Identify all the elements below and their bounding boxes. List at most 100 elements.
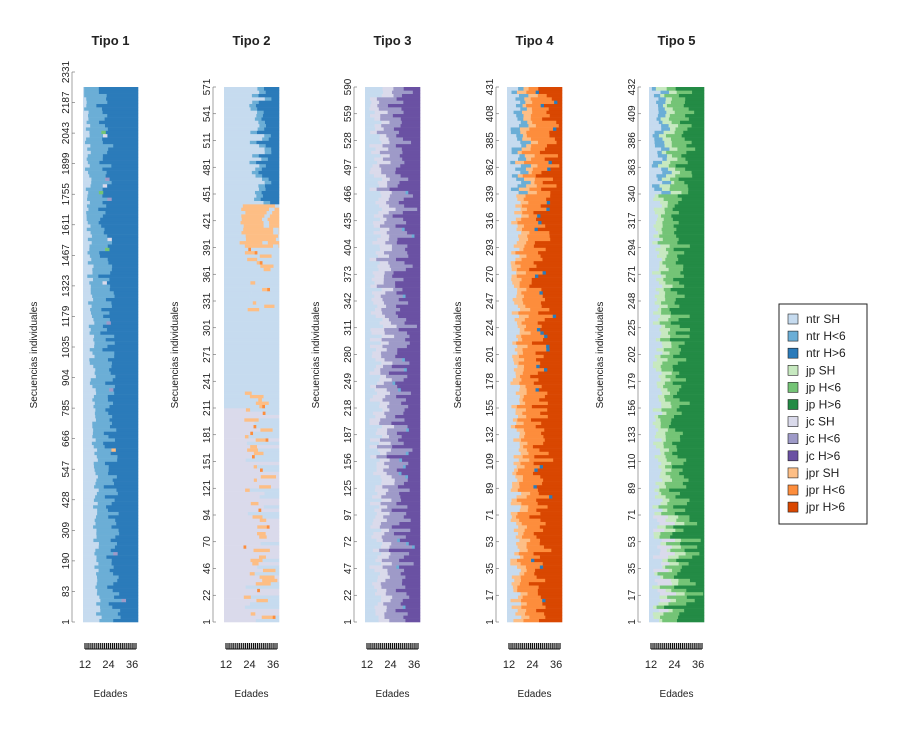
sequence-segment xyxy=(369,97,378,101)
sequence-segment xyxy=(659,234,677,238)
sequence-segment xyxy=(676,234,705,238)
sequence-segment xyxy=(649,448,661,452)
sequence-segment xyxy=(372,394,386,399)
sequence-segment xyxy=(520,120,528,125)
sequence-segment xyxy=(108,601,139,606)
sequence-segment xyxy=(224,578,263,583)
sequence-segment xyxy=(365,521,373,526)
sequence-segment xyxy=(102,194,139,198)
panel-tipo-3: Tipo 31224772971251561872182492803113423… xyxy=(311,33,421,700)
sequence-segment xyxy=(661,167,669,171)
sequence-segment xyxy=(507,387,520,392)
sequence-segment xyxy=(398,297,421,302)
sequence-segment xyxy=(511,274,518,278)
sequence-segment xyxy=(404,204,421,208)
sequence-segment xyxy=(684,608,705,613)
sequence-segment xyxy=(251,170,259,175)
sequence-segment xyxy=(224,558,251,563)
y-tick-label: 151 xyxy=(202,453,213,470)
sequence-segment xyxy=(669,488,705,492)
sequence-segment xyxy=(98,488,117,492)
sequence-segment xyxy=(265,555,280,559)
sequence-segment xyxy=(103,314,139,319)
sequence-segment xyxy=(507,394,521,399)
y-tick-label: 428 xyxy=(61,491,72,508)
sequence-segment xyxy=(401,581,421,586)
sequence-segment xyxy=(224,595,245,599)
sequence-segment xyxy=(544,438,563,442)
sequence-segment xyxy=(684,341,705,345)
sequence-segment xyxy=(685,97,705,101)
sequence-segment xyxy=(675,87,705,91)
sequence-segment xyxy=(377,254,390,258)
sequence-segment xyxy=(507,357,514,362)
sequence-segment xyxy=(683,264,705,268)
sequence-segment xyxy=(649,601,659,606)
sequence-segment xyxy=(224,518,261,522)
sequence-segment xyxy=(525,100,533,105)
sequence-segment xyxy=(669,391,678,395)
sequence-segment xyxy=(376,187,390,191)
sequence-segment xyxy=(521,150,541,155)
sequence-segment xyxy=(257,110,264,115)
sequence-segment xyxy=(523,117,532,121)
sequence-segment xyxy=(537,163,560,168)
sequence-segment xyxy=(260,197,280,201)
sequence-segment xyxy=(542,294,563,298)
sequence-segment xyxy=(671,97,686,101)
y-tick-label: 541 xyxy=(202,105,213,122)
sequence-segment xyxy=(262,240,269,245)
sequence-segment xyxy=(507,197,518,201)
sequence-segment xyxy=(547,504,563,509)
sequence-segment xyxy=(534,571,563,576)
sequence-segment xyxy=(94,468,109,472)
sequence-segment xyxy=(380,190,393,195)
sequence-segment xyxy=(522,371,539,375)
sequence-segment xyxy=(521,605,546,609)
sequence-segment xyxy=(258,418,280,422)
sequence-segment xyxy=(118,528,139,533)
sequence-segment xyxy=(250,501,259,506)
sequence-segment xyxy=(661,561,670,566)
sequence-segment xyxy=(515,374,521,379)
sequence-segment xyxy=(369,187,377,191)
sequence-segment xyxy=(259,414,280,419)
sequence-segment xyxy=(691,140,705,145)
sequence-segment xyxy=(670,183,689,188)
sequence-segment xyxy=(670,334,690,339)
sequence-rows xyxy=(365,87,421,623)
sequence-segment xyxy=(258,397,263,402)
sequence-segment xyxy=(365,197,379,201)
sequence-segment xyxy=(224,153,253,158)
sequence-segment xyxy=(400,123,421,128)
sequence-segment xyxy=(99,120,139,125)
sequence-segment xyxy=(271,180,280,185)
sequence-segment xyxy=(254,571,280,576)
x-tick-label: 12 xyxy=(645,659,657,671)
sequence-segment xyxy=(394,424,408,429)
sequence-segment xyxy=(89,133,104,138)
sequence-segment xyxy=(659,521,676,526)
sequence-segment xyxy=(365,377,380,382)
sequence-segment xyxy=(517,511,541,516)
sequence-segment xyxy=(365,581,373,586)
sequence-segment xyxy=(383,214,393,218)
y-tick-label: 301 xyxy=(202,319,213,336)
sequence-segment xyxy=(653,207,665,212)
sequence-segment xyxy=(83,140,86,145)
sequence-segment xyxy=(668,448,678,452)
sequence-segment xyxy=(655,367,662,372)
sequence-segment xyxy=(654,434,666,439)
sequence-segment xyxy=(224,535,260,539)
sequence-segment xyxy=(115,374,139,379)
sequence-segment xyxy=(83,347,91,352)
sequence-segment xyxy=(653,311,662,315)
sequence-segment xyxy=(106,93,139,98)
sequence-segment xyxy=(114,384,139,389)
sequence-segment xyxy=(667,204,675,208)
sequence-segment xyxy=(83,511,98,516)
sequence-segment xyxy=(245,234,279,238)
sequence-segment xyxy=(96,555,107,559)
sequence-segment xyxy=(507,434,520,439)
sequence-segment xyxy=(536,508,563,512)
